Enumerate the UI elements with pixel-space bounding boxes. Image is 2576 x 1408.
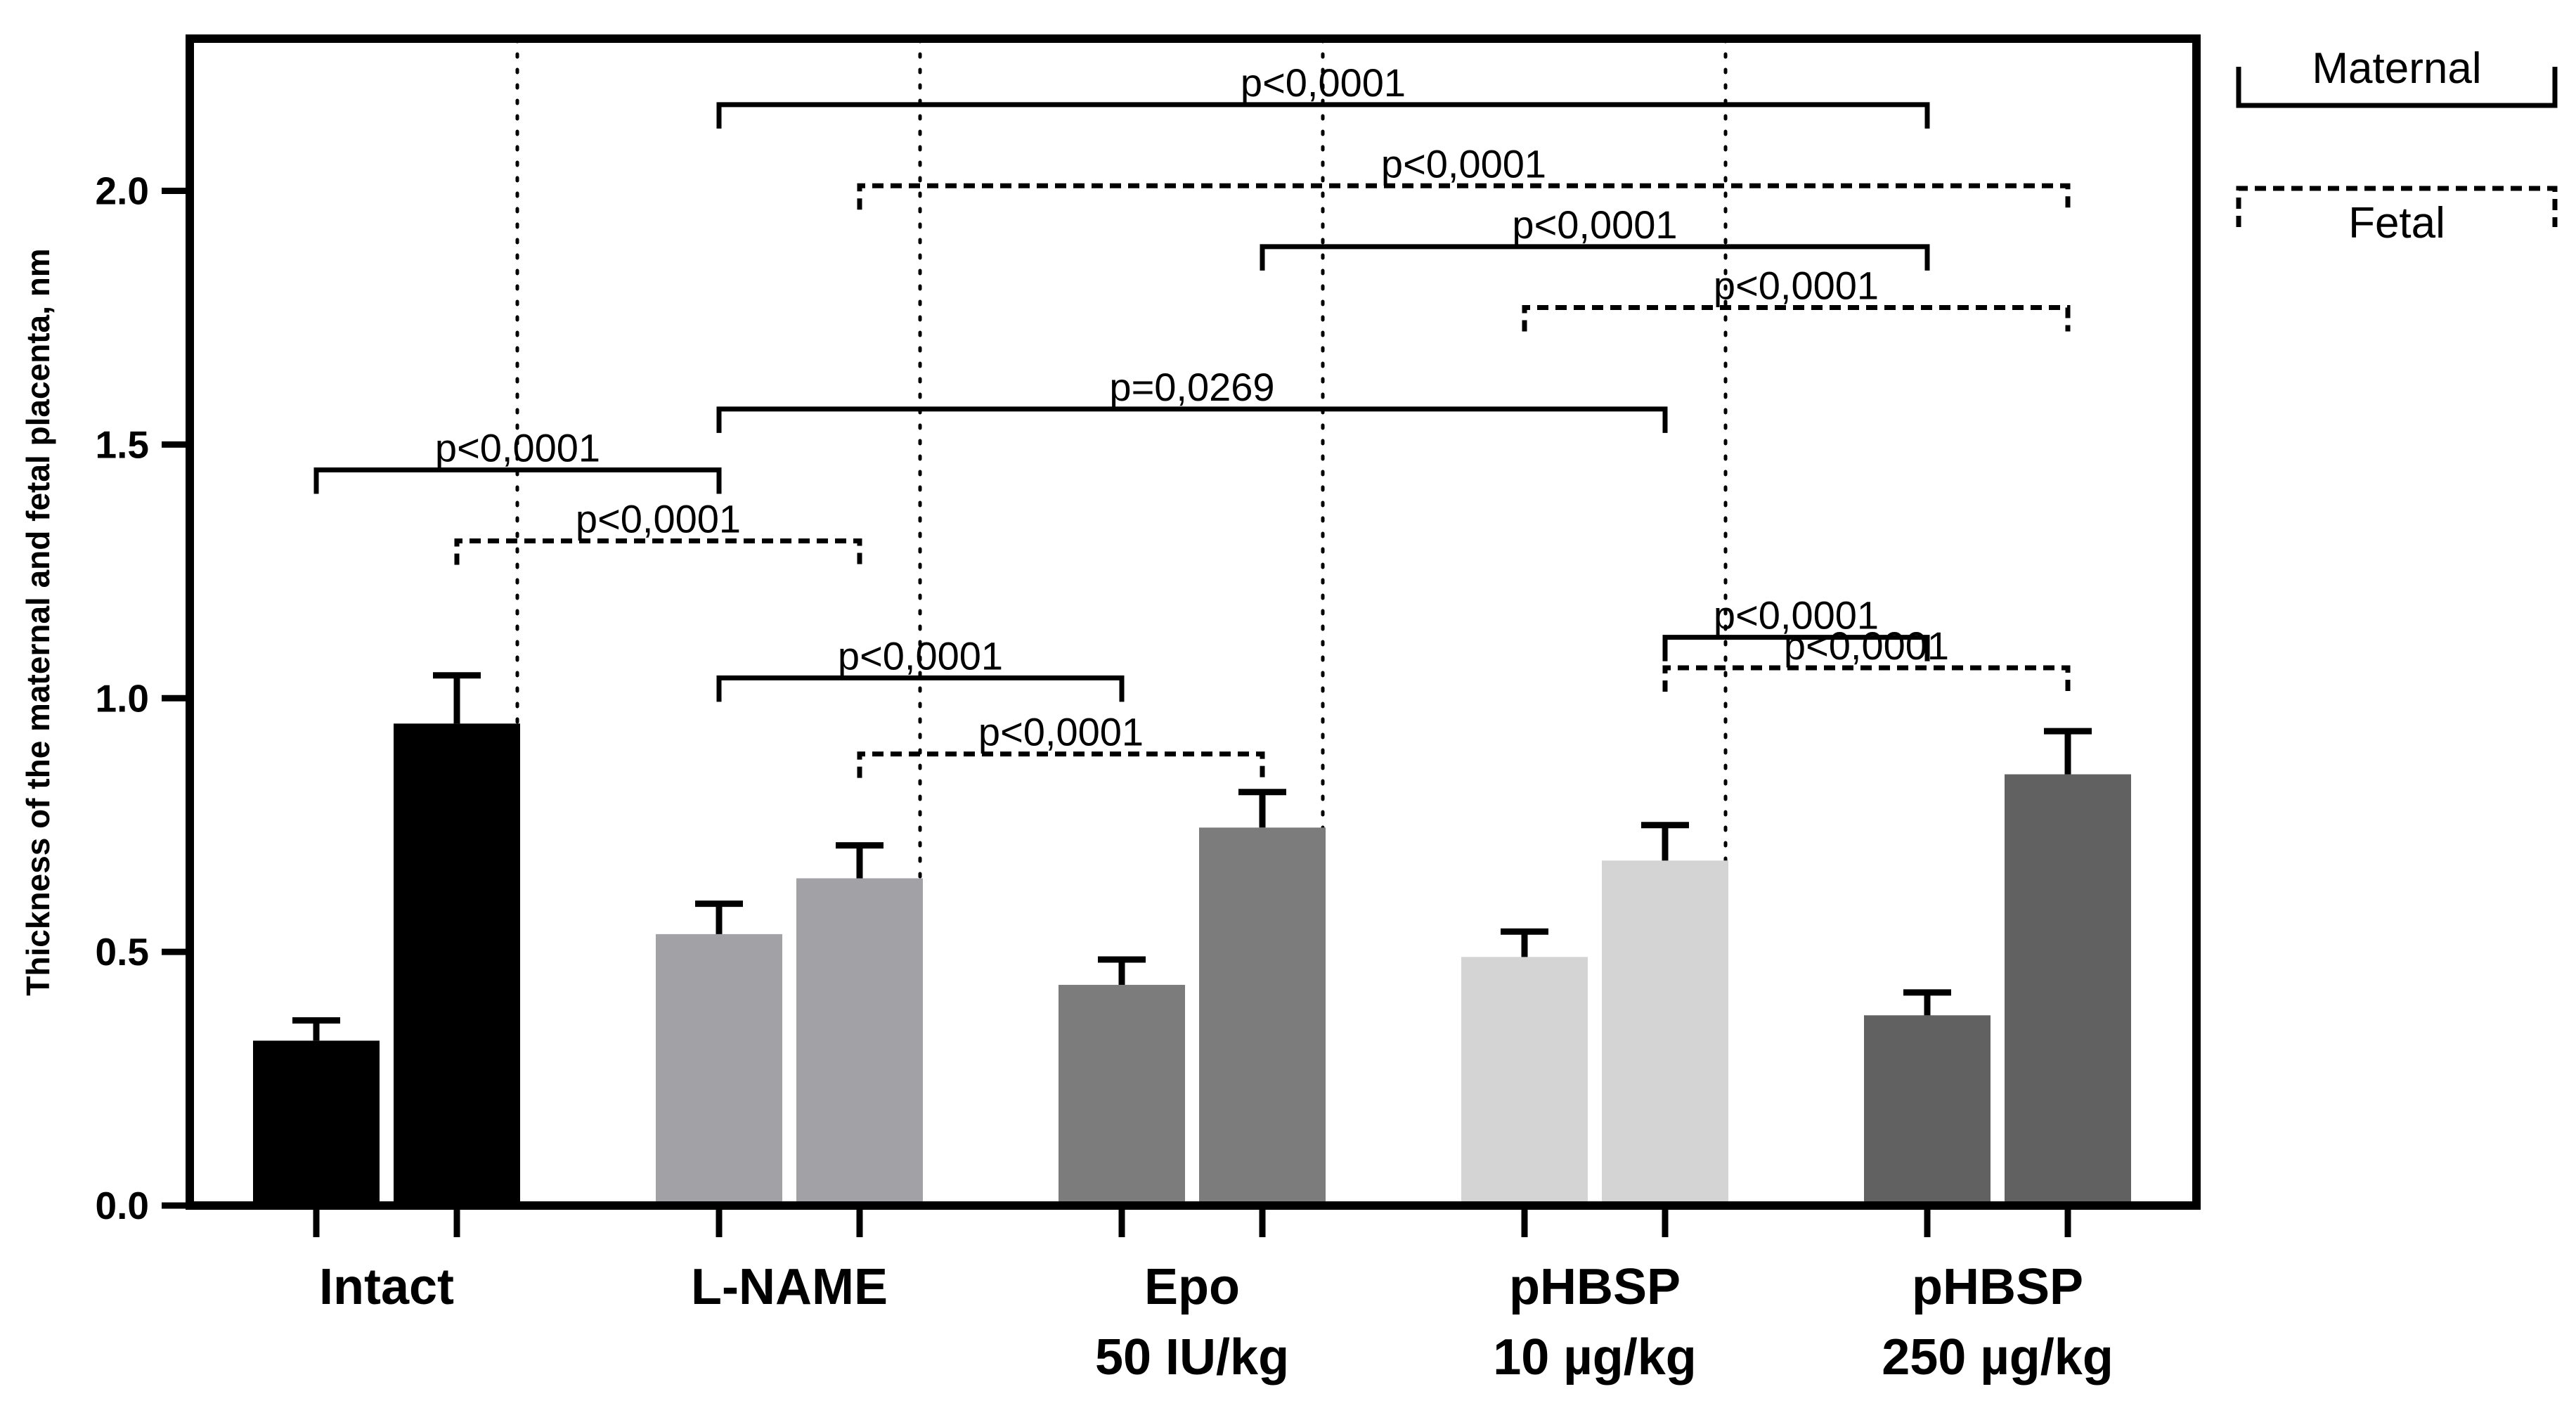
legend-label: Maternal xyxy=(2312,44,2481,93)
bar-maternal xyxy=(656,934,782,1206)
p-value-label: p<0,0001 xyxy=(1784,624,1949,668)
significance-bracket xyxy=(716,102,1930,129)
y-tick-label: 2.0 xyxy=(96,169,149,213)
x-category-label: pHBSP xyxy=(1509,1259,1681,1315)
y-tick-label: 0.5 xyxy=(96,930,149,974)
p-value-label: p<0,0001 xyxy=(1381,141,1546,186)
x-category-label: L-NAME xyxy=(691,1259,888,1315)
bar-fetal xyxy=(1199,827,1326,1206)
p-value-label: p<0,0001 xyxy=(1241,60,1406,105)
bar-maternal xyxy=(253,1040,380,1206)
significance-bracket xyxy=(313,467,722,494)
bar-fetal xyxy=(796,878,923,1206)
bar-maternal xyxy=(1461,957,1588,1206)
p-value-label: p=0,0269 xyxy=(1109,365,1274,409)
p-value-label: p<0,0001 xyxy=(838,633,1003,678)
significance-bracket xyxy=(857,751,1265,778)
x-category-label: Intact xyxy=(319,1259,454,1315)
significance-bracket xyxy=(1260,244,1930,271)
p-value-label: p<0,0001 xyxy=(1714,593,1879,638)
p-value-label: p<0,0001 xyxy=(576,497,741,541)
p-value-label: p<0,0001 xyxy=(435,425,600,470)
significance-bracket xyxy=(454,538,862,565)
p-value-label: p<0,0001 xyxy=(1512,202,1677,247)
x-category-sublabel: 10 µg/kg xyxy=(1493,1329,1697,1386)
bar-fetal xyxy=(2005,774,2131,1206)
significance-bracket xyxy=(716,406,1668,433)
plot-frame xyxy=(186,34,2201,1210)
x-category-sublabel: 250 µg/kg xyxy=(1882,1329,2114,1386)
significance-bracket xyxy=(1662,635,1930,661)
x-category-label: Epo xyxy=(1144,1259,1240,1315)
significance-bracket xyxy=(1662,665,2071,692)
x-category-sublabel: 50 IU/kg xyxy=(1095,1329,1289,1386)
y-tick-label: 1.5 xyxy=(96,422,149,466)
p-value-label: p<0,0001 xyxy=(1714,264,1879,308)
bar-maternal xyxy=(1059,985,1185,1206)
y-axis-label: Thickness of the maternal and fetal plac… xyxy=(20,248,56,995)
bar-fetal xyxy=(394,723,520,1206)
significance-bracket xyxy=(857,183,2071,210)
legend-swatch-solid xyxy=(2236,67,2558,108)
x-category-label: pHBSP xyxy=(1912,1259,2083,1315)
legend-swatch-dashed xyxy=(2236,186,2558,227)
y-tick-label: 1.0 xyxy=(96,676,149,720)
bar-maternal xyxy=(1864,1015,1991,1206)
bar-fetal xyxy=(1602,860,1728,1206)
y-tick-label: 0.0 xyxy=(96,1184,149,1227)
significance-bracket xyxy=(1522,305,2071,332)
p-value-label: p<0,0001 xyxy=(978,710,1144,754)
significance-bracket xyxy=(716,675,1125,702)
legend-label: Fetal xyxy=(2348,199,2445,247)
